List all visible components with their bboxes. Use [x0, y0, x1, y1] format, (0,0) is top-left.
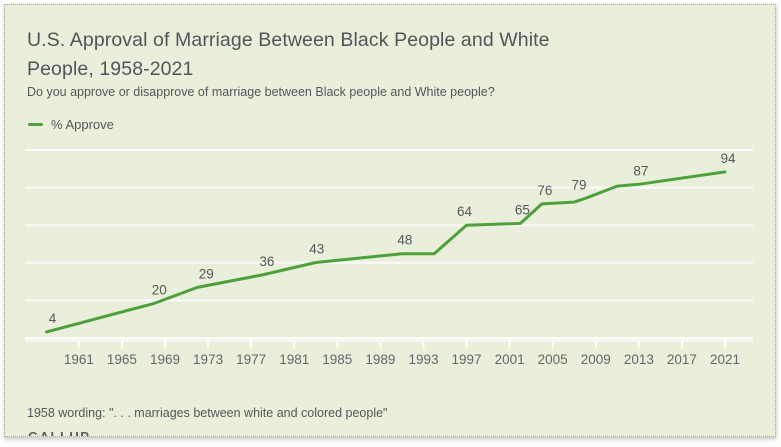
data-label: 20: [152, 282, 167, 297]
chart-title: U.S. Approval of Marriage Between Black …: [27, 29, 550, 80]
data-label: 65: [515, 202, 530, 217]
legend: % Approve: [28, 117, 114, 132]
x-tick-label: 2001: [495, 352, 525, 367]
data-label: 36: [259, 254, 274, 269]
x-tick-label: 1977: [236, 352, 266, 367]
approve-series-line: [45, 170, 727, 334]
footnotes: 1958 wording: ". . . marriages between w…: [27, 391, 400, 437]
series-line-swatch-icon: [28, 123, 43, 126]
footnote-1958-wording: 1958 wording: ". . . marriages between w…: [27, 406, 388, 420]
data-label: 29: [199, 266, 214, 281]
x-tick-label: 1989: [365, 352, 395, 367]
legend-label: % Approve: [51, 117, 114, 132]
x-tick-label: 2017: [667, 352, 697, 367]
x-tick-label: 2005: [538, 352, 568, 367]
x-tick-label: 2021: [710, 352, 740, 367]
data-label: 79: [571, 178, 586, 193]
x-tick-label: 1973: [193, 352, 223, 367]
data-label: 4: [49, 311, 57, 326]
x-tick-label: 2013: [624, 352, 654, 367]
footnote-1968-1978-wording: 1968-1978 wording: ". . . marriages betw…: [27, 436, 400, 437]
x-tick-label: 1997: [452, 352, 482, 367]
data-label: 76: [537, 183, 552, 198]
approval-line-chart: 1961 1965 1969 1973 1977 1981 1985 1989 1993 1997…: [25, 149, 753, 367]
data-label: 48: [397, 233, 412, 248]
x-tick-label: 1981: [279, 352, 309, 367]
data-label: 94: [720, 151, 736, 166]
data-label: 43: [309, 242, 324, 257]
x-tick-label: 1969: [150, 352, 180, 367]
x-tick-label: 1965: [107, 352, 137, 367]
gallup-source-logo: GALLUP: [28, 429, 91, 437]
data-label: 87: [633, 163, 648, 178]
data-label: 64: [457, 204, 473, 219]
x-tick-label: 2009: [581, 352, 611, 367]
x-tick-label: 1961: [64, 352, 94, 367]
x-tick-label: 1985: [322, 352, 352, 367]
x-tick-label: 1993: [408, 352, 438, 367]
chart-panel: 1961 1965 1969 1973 1977 1981 1985 1989 1993 1997…: [4, 4, 776, 437]
chart-subtitle: Do you approve or disapprove of marriage…: [27, 85, 495, 99]
